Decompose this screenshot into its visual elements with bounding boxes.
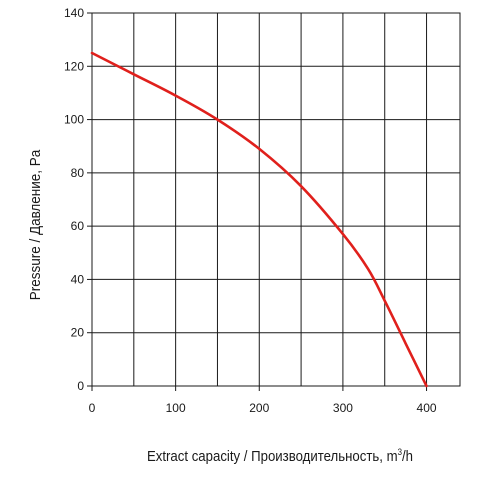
y-tick-label: 40: [71, 272, 85, 286]
series-line: [90, 51, 428, 388]
series-layer: [90, 51, 428, 388]
y-tick-label: 100: [64, 113, 84, 127]
x-tick-label: 100: [166, 401, 186, 415]
x-axis-ticks: 0 100 200 300 400: [89, 386, 437, 415]
x-axis-label-superscript: 3: [397, 447, 403, 457]
y-tick-label: 140: [64, 6, 84, 20]
x-tick-label: 200: [249, 401, 269, 415]
x-axis-label-unit: /h: [402, 448, 414, 465]
y-axis-ticks: 0 20 40 60 80 100 120 140: [64, 6, 92, 393]
x-tick-label: 300: [333, 401, 353, 415]
y-axis-label: Pressure / Давление, Pa: [27, 150, 44, 301]
x-tick-label: 0: [89, 401, 96, 415]
y-tick-label: 120: [64, 59, 84, 73]
x-axis-label: Extract capacity / Производительность, m…: [104, 447, 456, 465]
x-tick-label: 400: [417, 401, 437, 415]
x-axis-label-main: Extract capacity / Производительность, m: [146, 448, 398, 465]
y-tick-label: 20: [71, 326, 85, 340]
grid: [92, 13, 460, 386]
y-tick-label: 0: [77, 379, 84, 393]
y-tick-label: 80: [71, 166, 85, 180]
plot-frame: [91, 12, 461, 387]
y-tick-label: 60: [71, 219, 85, 233]
